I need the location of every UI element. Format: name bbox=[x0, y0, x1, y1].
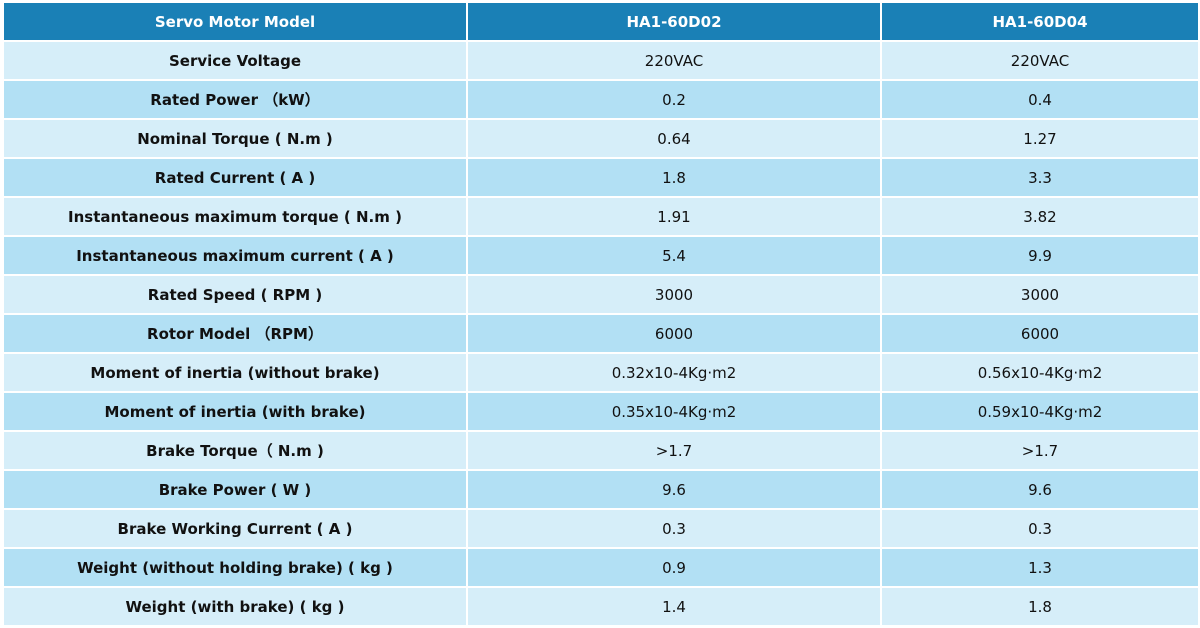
cell-value: 0.3 bbox=[468, 510, 880, 547]
row-label: Brake Working Current ( A ) bbox=[4, 510, 466, 547]
table-row: Instantaneous maximum current ( A ) 5.4 9.… bbox=[4, 237, 1198, 274]
table-row: Nominal Torque ( N.m ) 0.64 1.27 bbox=[4, 120, 1198, 157]
table-row: Instantaneous maximum torque ( N.m ) 1.91… bbox=[4, 198, 1198, 235]
row-label: Rated Power （kW） bbox=[4, 81, 466, 118]
table-row: Rotor Model （RPM） 6000 6000 bbox=[4, 315, 1198, 352]
table-row: Brake Torque（ N.m ) >1.7 >1.7 bbox=[4, 432, 1198, 469]
table-row: Weight (with brake) ( kg ) 1.4 1.8 bbox=[4, 588, 1198, 625]
row-label: Moment of inertia (without brake) bbox=[4, 354, 466, 391]
row-label: Instantaneous maximum current ( A ) bbox=[4, 237, 466, 274]
cell-value: 0.2 bbox=[468, 81, 880, 118]
cell-value: 3.3 bbox=[882, 159, 1198, 196]
cell-value: >1.7 bbox=[468, 432, 880, 469]
cell-value: 1.4 bbox=[468, 588, 880, 625]
cell-value: 0.35x10-4Kg·m2 bbox=[468, 393, 880, 430]
header-cell: Servo Motor Model bbox=[4, 3, 466, 40]
table-row: Weight (without holding brake) ( kg ) 0.9… bbox=[4, 549, 1198, 586]
row-label: Weight (with brake) ( kg ) bbox=[4, 588, 466, 625]
cell-value: 0.56x10-4Kg·m2 bbox=[882, 354, 1198, 391]
row-label: Rated Current ( A ) bbox=[4, 159, 466, 196]
cell-value: 1.8 bbox=[882, 588, 1198, 625]
cell-value: 1.8 bbox=[468, 159, 880, 196]
table-row: Moment of inertia (without brake) 0.32x10… bbox=[4, 354, 1198, 391]
row-label: Weight (without holding brake) ( kg ) bbox=[4, 549, 466, 586]
cell-value: 9.6 bbox=[468, 471, 880, 508]
cell-value: 0.4 bbox=[882, 81, 1198, 118]
cell-value: 0.32x10-4Kg·m2 bbox=[468, 354, 880, 391]
cell-value: 0.3 bbox=[882, 510, 1198, 547]
header-cell: HA1-60D02 bbox=[468, 3, 880, 40]
table-row: Rated Current ( A ) 1.8 3.3 bbox=[4, 159, 1198, 196]
cell-value: 3000 bbox=[882, 276, 1198, 313]
row-label: Brake Power ( W ) bbox=[4, 471, 466, 508]
cell-value: 9.6 bbox=[882, 471, 1198, 508]
table-row: Brake Power ( W ) 9.6 9.6 bbox=[4, 471, 1198, 508]
cell-value: >1.7 bbox=[882, 432, 1198, 469]
table-body: Service Voltage 220VAC 220VAC Rated Power （… bbox=[4, 42, 1198, 625]
cell-value: 220VAC bbox=[882, 42, 1198, 79]
cell-value: 6000 bbox=[882, 315, 1198, 352]
row-label: Rated Speed ( RPM ) bbox=[4, 276, 466, 313]
table-row: Brake Working Current ( A ) 0.3 0.3 bbox=[4, 510, 1198, 547]
header-cell: HA1-60D04 bbox=[882, 3, 1198, 40]
cell-value: 1.3 bbox=[882, 549, 1198, 586]
cell-value: 6000 bbox=[468, 315, 880, 352]
cell-value: 220VAC bbox=[468, 42, 880, 79]
table-row: Moment of inertia (with brake) 0.35x10-4K… bbox=[4, 393, 1198, 430]
cell-value: 1.91 bbox=[468, 198, 880, 235]
cell-value: 3000 bbox=[468, 276, 880, 313]
cell-value: 0.64 bbox=[468, 120, 880, 157]
table-row: Rated Speed ( RPM ) 3000 3000 bbox=[4, 276, 1198, 313]
row-label: Rotor Model （RPM） bbox=[4, 315, 466, 352]
row-label: Moment of inertia (with brake) bbox=[4, 393, 466, 430]
row-label: Nominal Torque ( N.m ) bbox=[4, 120, 466, 157]
cell-value: 9.9 bbox=[882, 237, 1198, 274]
cell-value: 3.82 bbox=[882, 198, 1198, 235]
cell-value: 0.59x10-4Kg·m2 bbox=[882, 393, 1198, 430]
cell-value: 5.4 bbox=[468, 237, 880, 274]
table-row: Rated Power （kW） 0.2 0.4 bbox=[4, 81, 1198, 118]
row-label: Instantaneous maximum torque ( N.m ) bbox=[4, 198, 466, 235]
header-row: Servo Motor Model HA1-60D02 HA1-60D04 bbox=[4, 3, 1198, 40]
cell-value: 1.27 bbox=[882, 120, 1198, 157]
cell-value: 0.9 bbox=[468, 549, 880, 586]
table-row: Service Voltage 220VAC 220VAC bbox=[4, 42, 1198, 79]
row-label: Brake Torque（ N.m ) bbox=[4, 432, 466, 469]
row-label: Service Voltage bbox=[4, 42, 466, 79]
